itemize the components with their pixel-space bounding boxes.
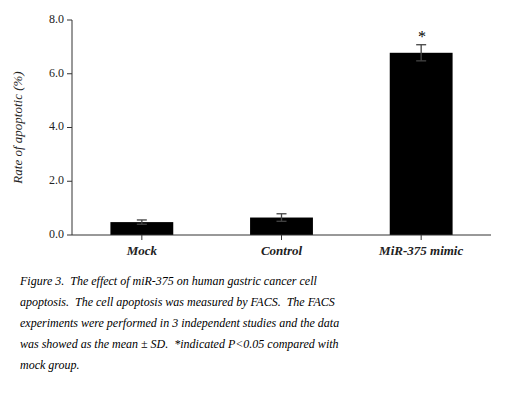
bar — [110, 222, 173, 235]
y-tick — [67, 127, 72, 128]
error-bar-cap — [137, 224, 147, 225]
y-tick — [67, 181, 72, 182]
y-tick-label: 2.0 — [49, 173, 64, 187]
error-bar-stem — [281, 214, 282, 222]
caption-line: Figure 3. The effect of miR-375 on human… — [19, 274, 317, 288]
x-tick-label: MiR-375 mimic — [378, 243, 463, 258]
x-tick — [421, 235, 422, 240]
chart: 0.0 2.0 4.0 6.0 8.0 Mock Control MiR-375 mimic R… — [0, 0, 511, 407]
x-tick-label: Mock — [126, 243, 158, 258]
y-tick — [67, 20, 72, 21]
y-tick-label: 0.0 — [49, 227, 64, 241]
error-bar — [416, 45, 426, 61]
y-tick — [67, 235, 72, 236]
y-tick-label: 8.0 — [49, 12, 64, 26]
caption-line: apoptosis. The cell apoptosis was measur… — [20, 295, 335, 309]
bar — [390, 53, 453, 235]
y-tick-label: 6.0 — [49, 66, 64, 80]
error-bar-cap — [137, 219, 147, 220]
annotation: * — [417, 28, 425, 45]
error-bar-cap — [277, 221, 287, 222]
caption-line: mock group. — [20, 358, 80, 372]
y-tick — [67, 73, 72, 74]
x-tick — [141, 235, 142, 240]
error-bar — [137, 220, 147, 224]
y-axis-label: Rate of apoptotic (%) — [10, 71, 25, 184]
x-tick-label: Control — [261, 243, 303, 258]
error-bar-cap — [277, 213, 287, 214]
error-bar-cap — [416, 60, 426, 61]
error-bar — [277, 214, 287, 222]
caption-line: was showed as the mean ± SD. *indicated … — [20, 337, 339, 351]
x-tick — [281, 235, 282, 240]
y-tick-label: 4.0 — [49, 119, 64, 133]
error-bar-stem — [421, 45, 422, 61]
caption-line: experiments were performed in 3 independ… — [20, 316, 339, 330]
plot-area — [110, 45, 452, 235]
